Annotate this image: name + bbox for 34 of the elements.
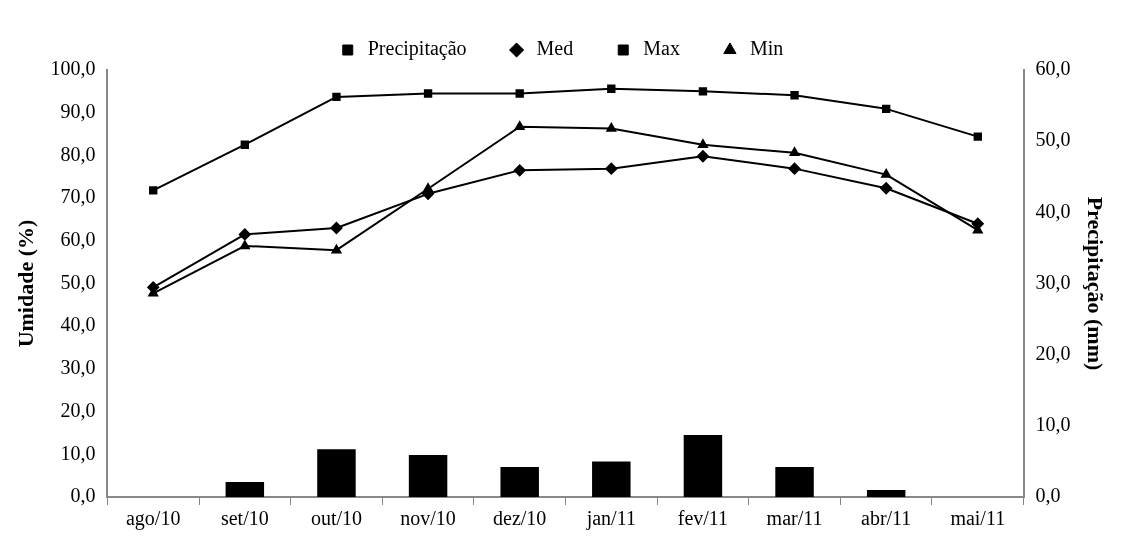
y-tick-label: 100,0 — [50, 57, 96, 80]
x-tick-label: jan/11 — [585, 507, 636, 531]
y2-tick-label: 0,0 — [1035, 484, 1061, 507]
x-tick-label: mar/11 — [766, 507, 823, 530]
x-tick-label: nov/10 — [400, 507, 456, 530]
y-tick-label: 60,0 — [60, 228, 96, 251]
y2-tick-label: 40,0 — [1035, 199, 1071, 222]
y2-tick-label: 30,0 — [1035, 270, 1071, 293]
legend-label: Max — [643, 37, 680, 60]
y-tick-label: 80,0 — [60, 142, 96, 165]
legend-label: Med — [536, 37, 574, 60]
x-tick-label: set/10 — [220, 507, 269, 530]
x-tick-label: fev/11 — [677, 507, 729, 530]
y2-tick-label: 10,0 — [1035, 413, 1071, 436]
x-tick-label: abr/11 — [860, 507, 912, 530]
x-tick-label: mai/11 — [950, 507, 1006, 530]
x-tick-label: ago/10 — [125, 507, 181, 531]
y2-tick-label: 50,0 — [1035, 128, 1071, 151]
x-tick-label: dez/10 — [493, 507, 547, 530]
y-tick-label: 90,0 — [60, 99, 96, 122]
y-tick-label: 10,0 — [60, 441, 96, 464]
y-tick-label: 40,0 — [60, 313, 96, 336]
y-tick-label: 0,0 — [70, 484, 96, 507]
y-tick-label: 50,0 — [60, 270, 96, 293]
y2-tick-label: 20,0 — [1035, 341, 1071, 364]
y-tick-label: 70,0 — [60, 185, 96, 208]
y-tick-label: 30,0 — [60, 356, 96, 379]
legend-label: Min — [749, 37, 784, 60]
y2-tick-label: 60,0 — [1035, 57, 1071, 80]
y-tick-label: 20,0 — [60, 398, 96, 421]
y-axis-title: Umidade (%) — [12, 219, 38, 348]
legend-label: Precipitação — [367, 37, 467, 61]
y2-axis-title: Precipitação (mm) — [1083, 196, 1109, 371]
x-tick-label: out/10 — [310, 507, 363, 530]
